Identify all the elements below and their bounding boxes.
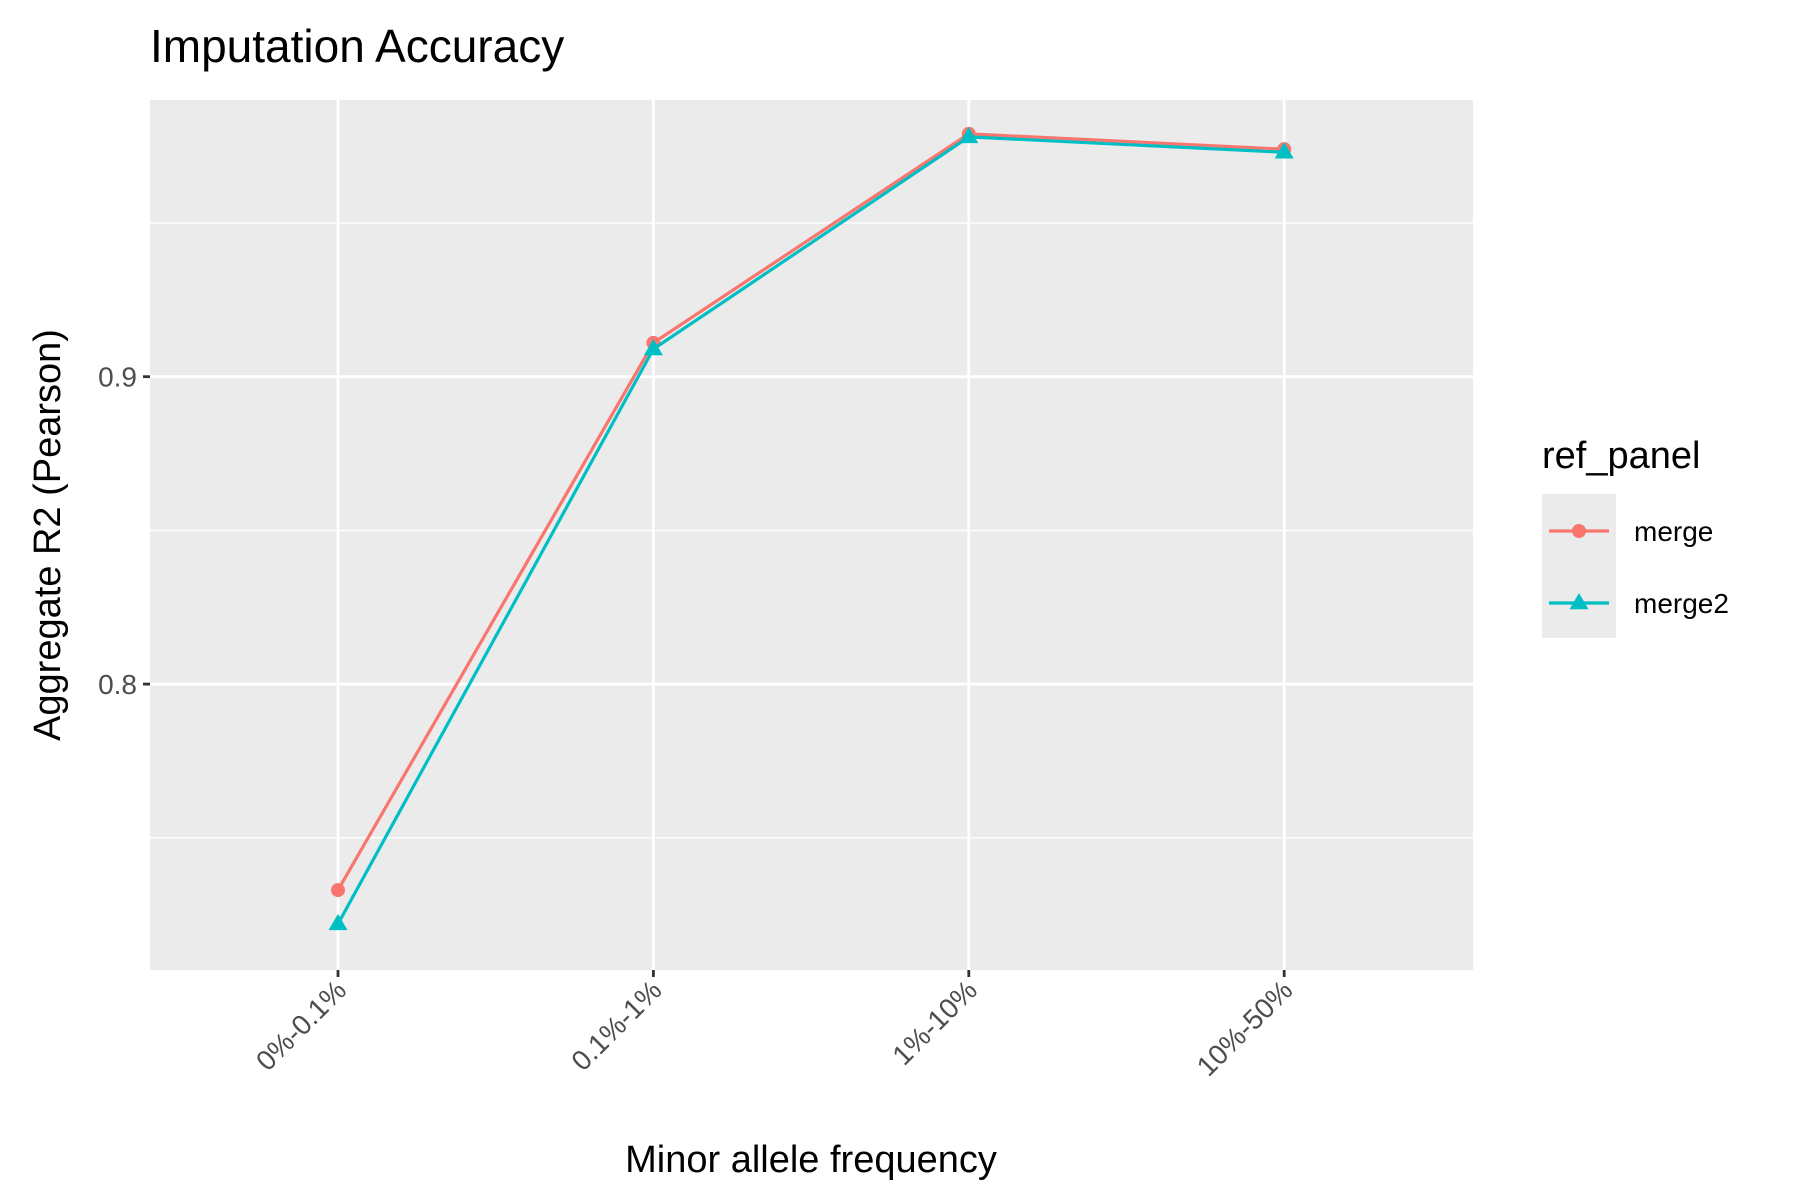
x-tick-label: 0%-0.1% bbox=[250, 974, 352, 1076]
legend-label: merge2 bbox=[1634, 588, 1729, 619]
chart-title: Imputation Accuracy bbox=[150, 20, 564, 72]
legend-key-marker bbox=[1572, 524, 1586, 538]
legend-item-merge2: merge2 bbox=[1549, 588, 1729, 619]
data-point-merge2 bbox=[959, 126, 979, 144]
data-point-merge bbox=[331, 883, 345, 898]
legend-key-background bbox=[1542, 494, 1616, 638]
legend: ref_panel merge merge2 bbox=[1542, 435, 1729, 638]
legend-item-merge: merge bbox=[1549, 516, 1713, 547]
plot-panel bbox=[150, 100, 1473, 970]
x-tick-label: 10%-50% bbox=[1191, 974, 1299, 1082]
legend-key-marker bbox=[1569, 593, 1589, 610]
x-tick-label: 0.1%-1% bbox=[565, 974, 667, 1076]
data-point-merge2 bbox=[328, 913, 348, 931]
series-layer bbox=[328, 126, 1294, 931]
data-point-merge2 bbox=[643, 339, 663, 356]
y-axis-title: Aggregate R2 (Pearson) bbox=[27, 329, 69, 741]
data-point-merge2 bbox=[1274, 142, 1294, 159]
series-merge2 bbox=[328, 126, 1294, 931]
series-line-merge2 bbox=[336, 135, 1285, 925]
x-tick-label: 1%-10% bbox=[886, 974, 983, 1071]
x-axis-title: Minor allele frequency bbox=[625, 1139, 997, 1181]
major-gridlines bbox=[150, 100, 1473, 970]
minor-gridlines bbox=[150, 222, 1473, 839]
legend-title: ref_panel bbox=[1542, 435, 1700, 477]
y-tick-label: 0.9 bbox=[98, 362, 137, 393]
y-axis: 0.8 0.9 bbox=[98, 362, 150, 700]
x-axis: 0%-0.1% 0.1%-1% 1%-10% 10%-50% bbox=[250, 970, 1298, 1082]
y-tick-label: 0.8 bbox=[98, 669, 137, 700]
series-line-merge bbox=[336, 132, 1285, 891]
legend-label: merge bbox=[1634, 516, 1713, 547]
